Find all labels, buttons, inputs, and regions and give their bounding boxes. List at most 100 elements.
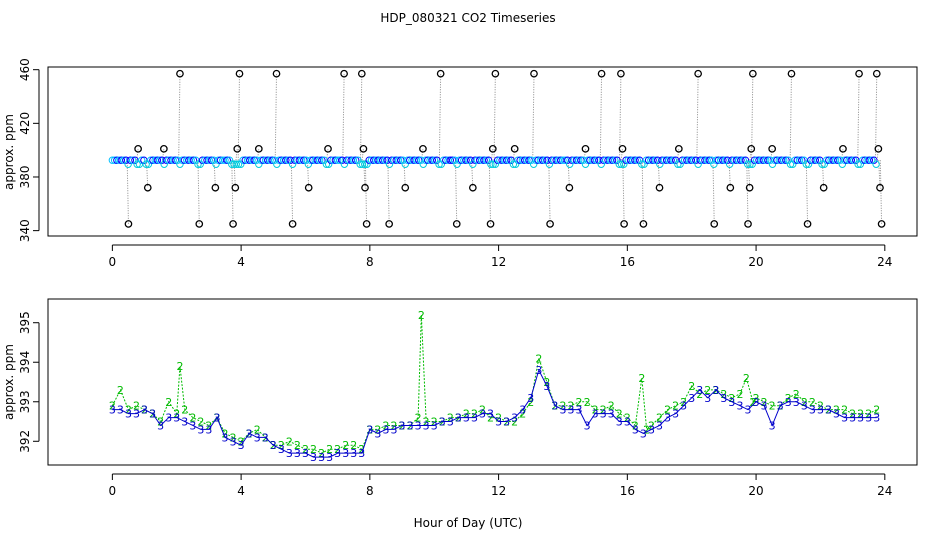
spike-point — [362, 220, 371, 228]
spike-connector — [619, 73, 622, 161]
baseline-point — [482, 156, 491, 164]
baseline-point — [529, 160, 538, 168]
series-3-point: 3 — [648, 423, 655, 436]
series-3-point: 3 — [382, 423, 389, 436]
series-3-point: 3 — [543, 380, 550, 393]
baseline-point — [419, 160, 427, 168]
baseline-point — [674, 160, 682, 168]
bottom-plot-frame — [47, 298, 918, 466]
spike-point — [361, 183, 369, 192]
baseline-point — [351, 156, 360, 164]
series-3-point: 3 — [769, 419, 776, 432]
series-2-point: 2 — [608, 400, 615, 413]
baseline-point — [435, 160, 443, 168]
baseline-point — [849, 156, 858, 164]
series-3-point: 3 — [230, 435, 237, 448]
series-3-point: 3 — [592, 408, 599, 421]
series-2-point: 2 — [817, 400, 824, 413]
spike-connector — [421, 148, 424, 161]
spike-point — [486, 220, 495, 228]
series-3-point: 3 — [793, 396, 800, 409]
series-3-point: 3 — [809, 404, 816, 417]
spike-connector — [363, 160, 366, 188]
series-3-point: 3 — [777, 400, 784, 413]
spike-connector — [641, 160, 644, 224]
spike-connector — [841, 148, 844, 161]
baseline-point — [187, 156, 195, 164]
series-3-point: 3 — [350, 447, 357, 460]
series-2-point: 2 — [197, 416, 204, 429]
series-2-point: 2 — [326, 443, 333, 456]
baseline-point — [719, 156, 727, 164]
spike-connector — [857, 73, 860, 161]
spike-point — [160, 144, 168, 153]
bottom-y-axis-label: approx. ppm — [2, 344, 16, 420]
baseline-point — [412, 156, 421, 164]
series-3-point: 3 — [415, 419, 422, 432]
series-2-point: 2 — [342, 439, 349, 452]
spike-connector — [178, 73, 181, 161]
series-2-point: 2 — [616, 408, 623, 421]
series-2-point: 2 — [809, 396, 816, 409]
series-3-point: 3 — [785, 396, 792, 409]
baseline-point — [297, 156, 306, 164]
series-3-point: 3 — [479, 408, 486, 421]
spike-point — [618, 144, 627, 153]
baseline-point — [205, 156, 213, 164]
spike-connector — [622, 160, 625, 224]
spike-point — [694, 69, 702, 78]
series-2-point: 2 — [527, 396, 534, 409]
baseline-point — [469, 160, 477, 168]
baseline-point — [462, 156, 470, 164]
baseline-point — [611, 156, 619, 164]
spike-point — [674, 144, 683, 153]
baseline-point — [703, 156, 711, 164]
spike-connector — [821, 160, 825, 188]
spike-point — [176, 69, 184, 78]
bottom-y-tick-label: 392 — [18, 430, 32, 453]
series-3-point: 3 — [576, 404, 583, 417]
series-2-point: 2 — [688, 380, 695, 393]
baseline-point — [802, 160, 810, 168]
series-3-point: 3 — [246, 427, 253, 440]
series-2-point: 2 — [133, 400, 140, 413]
baseline-point — [820, 160, 829, 168]
baseline-point — [725, 160, 734, 168]
baseline-point — [613, 156, 621, 164]
baseline-point — [304, 160, 313, 168]
baseline-point — [608, 156, 617, 164]
spike-point — [468, 183, 477, 192]
spike-connector — [512, 148, 516, 161]
baseline-point — [741, 156, 750, 164]
spike-connector — [237, 73, 241, 161]
baseline-point — [401, 160, 409, 168]
chart-title: HDP_080321 CO2 Timeseries — [380, 11, 555, 25]
baseline-point — [394, 156, 403, 164]
series-2-point: 2 — [753, 392, 760, 405]
baseline-point — [196, 160, 204, 168]
spike-connector — [213, 160, 216, 188]
baseline-point — [453, 160, 461, 168]
baseline-point — [223, 156, 231, 164]
baseline-point — [780, 156, 788, 164]
series-2-point: 2 — [559, 400, 566, 413]
spike-point — [452, 220, 461, 228]
series-3-line — [112, 368, 877, 458]
series-3-point: 3 — [568, 404, 575, 417]
baseline-point — [559, 156, 567, 164]
baseline-point — [831, 156, 840, 164]
series-3-point: 3 — [463, 412, 470, 425]
baseline-point — [358, 160, 367, 168]
bottom-x-tick-label: 12 — [491, 484, 506, 498]
baseline-point — [838, 160, 847, 168]
series-2-point: 2 — [849, 408, 856, 421]
series-2-point: 2 — [310, 443, 317, 456]
top-y-axis-label: approx. ppm — [2, 114, 16, 190]
series-3-point: 3 — [197, 423, 204, 436]
series-3-point: 3 — [495, 416, 502, 429]
series-3-point: 3 — [865, 412, 872, 425]
bottom-x-tick-label: 24 — [877, 484, 892, 498]
spike-connector — [454, 160, 458, 224]
series-3-point: 3 — [503, 416, 510, 429]
